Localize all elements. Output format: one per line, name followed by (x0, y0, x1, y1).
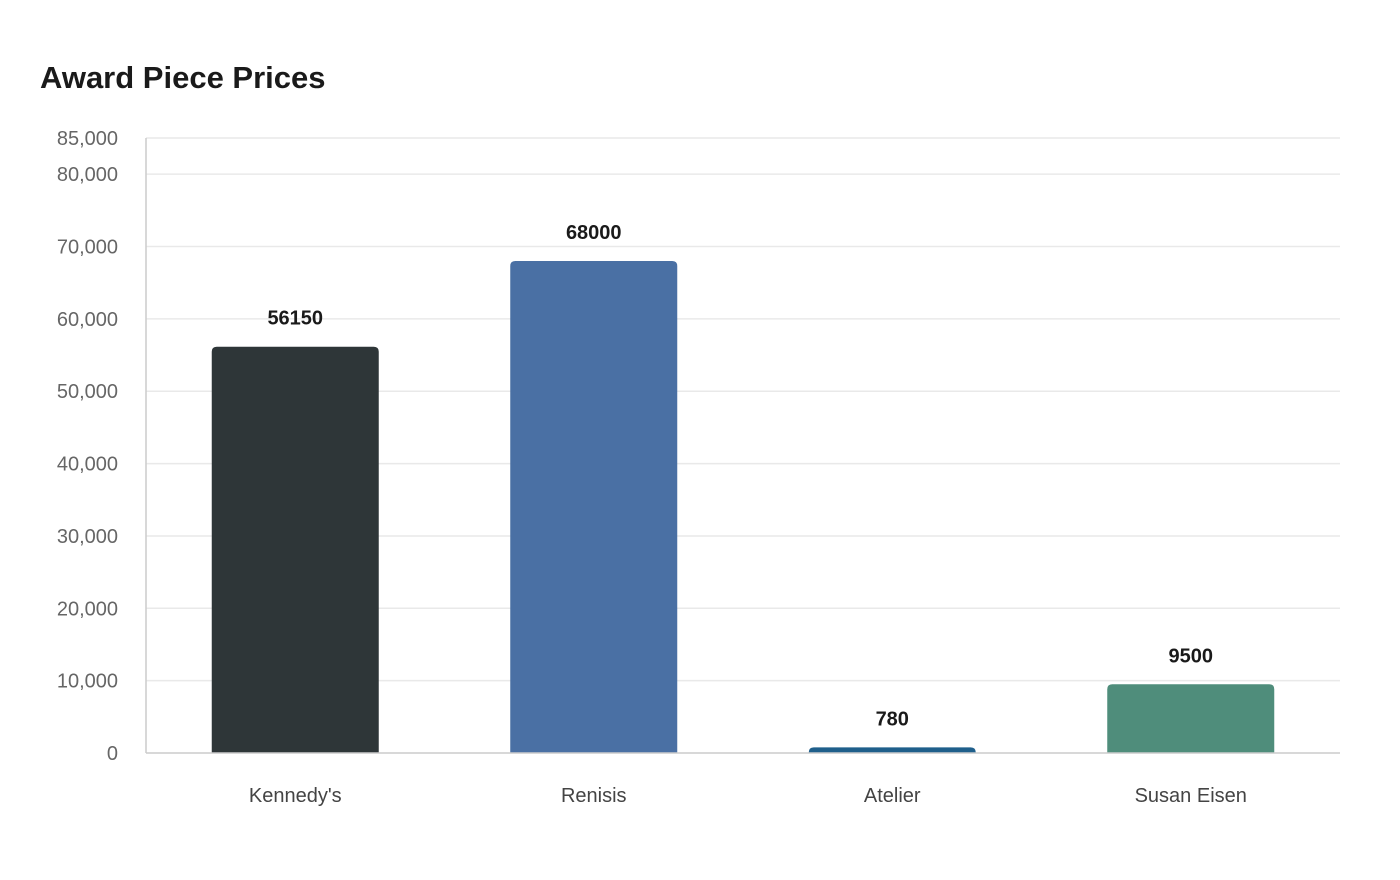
x-category-label: Kennedy's (249, 785, 342, 807)
y-axis-ticks: 0 10,000 20,000 30,000 40,000 50,000 60,000 70,… (57, 128, 118, 765)
y-tick-label: 50,000 (57, 381, 118, 403)
bar-0 (211, 346, 379, 753)
y-tick-label: 40,000 (57, 454, 118, 476)
value-label: 68000 (566, 222, 622, 244)
y-tick-label: 85,000 (57, 128, 118, 150)
bar-1 (510, 261, 678, 753)
x-axis-categories: Kennedy's Renisis Atelier Susan Eisen (249, 785, 1247, 807)
y-tick-label: 30,000 (57, 526, 118, 548)
y-tick-label: 20,000 (57, 598, 118, 620)
y-tick-label: 80,000 (57, 164, 118, 186)
bars (211, 261, 1275, 753)
x-category-label: Renisis (561, 785, 627, 807)
x-category-label: Atelier (864, 785, 921, 807)
y-tick-label: 70,000 (57, 237, 118, 259)
value-label: 56150 (267, 308, 323, 330)
y-tick-label: 60,000 (57, 309, 118, 331)
chart-title: Award Piece Prices (40, 60, 326, 95)
y-tick-label: 0 (107, 743, 118, 765)
bar-3 (1107, 684, 1275, 753)
bar-2 (808, 747, 976, 753)
x-category-label: Susan Eisen (1135, 785, 1247, 807)
y-tick-label: 10,000 (57, 671, 118, 693)
value-labels: 56150 68000 780 9500 (267, 222, 1213, 730)
value-label: 9500 (1169, 645, 1214, 667)
value-label: 780 (876, 708, 909, 730)
